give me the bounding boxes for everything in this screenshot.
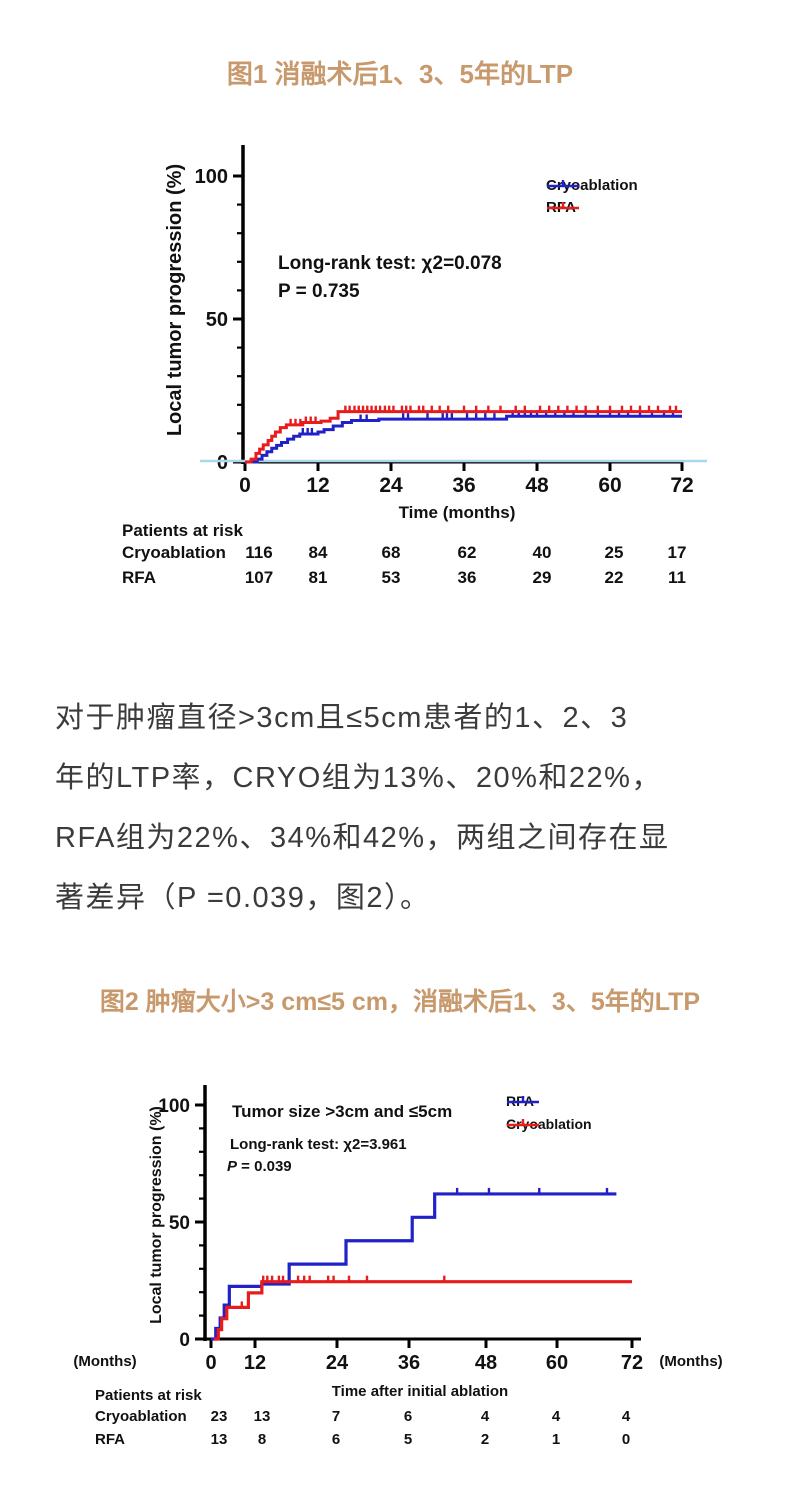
risk-value: 6 bbox=[331, 1431, 341, 1448]
svg-text:12: 12 bbox=[244, 1352, 266, 1374]
svg-text:0: 0 bbox=[217, 452, 228, 474]
svg-text:36: 36 bbox=[452, 474, 475, 497]
risk-value: 23 bbox=[210, 1408, 228, 1425]
risk-value: 53 bbox=[381, 568, 401, 587]
risk-value: 107 bbox=[244, 568, 274, 587]
svg-text:24: 24 bbox=[326, 1352, 349, 1374]
legend-line-sample-icon bbox=[547, 180, 579, 188]
risk-value: 29 bbox=[532, 568, 552, 587]
figure2-p-value-text: P = 0.039 bbox=[227, 1158, 292, 1175]
figure1-logrank-test-text: Long-rank test: χ2=0.078 bbox=[278, 253, 502, 274]
risk-value: 13 bbox=[210, 1431, 228, 1448]
risk-row-label: Cryoablation bbox=[122, 543, 226, 562]
body-paragraph: 对于肿瘤直径>3cm且≤5cm患者的1、2、3 年的LTP率，CRYO组为13%… bbox=[55, 688, 765, 928]
svg-text:50: 50 bbox=[169, 1213, 190, 1234]
paragraph-line: 对于肿瘤直径>3cm且≤5cm患者的1、2、3 bbox=[55, 702, 629, 734]
risk-value: 4 bbox=[551, 1408, 561, 1425]
svg-text:50: 50 bbox=[206, 309, 228, 331]
risk-value: 0 bbox=[621, 1431, 631, 1448]
svg-text:72: 72 bbox=[670, 474, 693, 497]
figure2-caption: 图2 肿瘤大小>3 cm≤5 cm，消融术后1、3、5年的LTP bbox=[99, 988, 701, 1016]
legend-line-sample-icon bbox=[507, 1119, 539, 1127]
figure2-logrank-test-text: Long-rank test: χ2=3.961 bbox=[230, 1136, 407, 1153]
legend-label: Cryoablation bbox=[506, 1116, 592, 1132]
p-symbol: P bbox=[227, 1158, 238, 1175]
svg-text:0: 0 bbox=[239, 474, 251, 497]
figure2-y-axis-label: Local tumor progression (%) bbox=[148, 1106, 165, 1324]
svg-text:72: 72 bbox=[621, 1352, 643, 1374]
risk-value: 40 bbox=[532, 543, 552, 562]
svg-text:0: 0 bbox=[205, 1352, 216, 1374]
svg-text:60: 60 bbox=[598, 474, 621, 497]
svg-text:36: 36 bbox=[398, 1352, 420, 1374]
risk-value: 81 bbox=[308, 568, 328, 587]
figure1-x-axis-label: Time (months) bbox=[398, 503, 516, 522]
risk-value: 5 bbox=[403, 1431, 413, 1448]
paragraph-line: RFA组为22%、34%和42%，两组之间存在显 bbox=[55, 822, 670, 854]
risk-value: 4 bbox=[621, 1408, 631, 1425]
svg-text:48: 48 bbox=[475, 1352, 497, 1374]
figure2-inner-title: Tumor size >3cm and ≤5cm bbox=[232, 1102, 453, 1121]
svg-text:24: 24 bbox=[379, 474, 403, 497]
svg-text:60: 60 bbox=[546, 1352, 568, 1374]
figure2-km-chart: 0 50 100 0 12 24 36 48 60 72 Local tumor progress… bbox=[0, 1058, 800, 1470]
legend-item-rfa: RFA bbox=[506, 1093, 539, 1109]
legend-item-cryoablation: Cryoablation bbox=[506, 1116, 592, 1132]
figure2-months-label-right: (Months) bbox=[659, 1353, 723, 1370]
risk-value: 2 bbox=[480, 1431, 490, 1448]
paragraph-line: 年的LTP率，CRYO组为13%、20%和22%， bbox=[55, 762, 662, 794]
figure1-y-axis-label: Local tumor progression (%) bbox=[164, 163, 186, 437]
legend-item-rfa: RFA bbox=[546, 199, 579, 216]
risk-value: 8 bbox=[257, 1431, 267, 1448]
risk-row-label: Cryoablation bbox=[95, 1408, 187, 1425]
figure2-x-axis-label: Time after initial ablation bbox=[331, 1383, 509, 1400]
svg-text:12: 12 bbox=[306, 474, 329, 497]
risk-value: 25 bbox=[604, 543, 624, 562]
figure1-caption: 图1 消融术后1、3、5年的LTP bbox=[226, 59, 574, 89]
figure1-statistics-annotation: Long-rank test: χ2=0.078 P = 0.735 bbox=[278, 250, 502, 306]
legend-label: Cryoablation bbox=[546, 177, 638, 194]
risk-value: 17 bbox=[667, 543, 687, 562]
figure1-p-value-text: P = 0.735 bbox=[278, 281, 360, 302]
risk-value: 6 bbox=[403, 1408, 413, 1425]
paragraph-line: 著差异（P =0.039，图2）。 bbox=[55, 882, 431, 914]
figure1-plot-canvas: 0 50 100 0 12 24 36 48 60 72 bbox=[195, 145, 707, 497]
legend-item-cryoablation: Cryoablation bbox=[546, 177, 638, 194]
risk-value: 4 bbox=[480, 1408, 490, 1425]
risk-value: 36 bbox=[457, 568, 477, 587]
svg-text:48: 48 bbox=[525, 474, 549, 497]
risk-value: 116 bbox=[245, 543, 273, 562]
risk-value: 11 bbox=[668, 568, 686, 587]
risk-value: 62 bbox=[457, 543, 477, 562]
risk-row-label: RFA bbox=[122, 568, 156, 587]
patients-at-risk-header: Patients at risk bbox=[122, 521, 243, 540]
risk-value: 84 bbox=[308, 543, 328, 562]
risk-value: 7 bbox=[331, 1408, 341, 1425]
patients-at-risk-header: Patients at risk bbox=[95, 1387, 202, 1404]
risk-value: 68 bbox=[381, 543, 401, 562]
svg-text:100: 100 bbox=[158, 1096, 190, 1117]
figure2-months-label-left: (Months) bbox=[73, 1353, 137, 1370]
svg-text:0: 0 bbox=[179, 1330, 190, 1351]
figure1-km-chart: 0 50 100 0 12 24 36 48 60 72 Local tumor progress… bbox=[0, 108, 800, 608]
risk-value: 1 bbox=[551, 1431, 561, 1448]
risk-row-label: RFA bbox=[95, 1431, 125, 1448]
risk-value: 13 bbox=[253, 1408, 271, 1425]
legend-line-sample-icon bbox=[507, 1096, 539, 1104]
p-value: = 0.039 bbox=[237, 1158, 292, 1175]
figure2-plot-canvas: 0 50 100 0 12 24 36 48 60 72 bbox=[158, 1085, 643, 1374]
svg-text:100: 100 bbox=[195, 166, 228, 188]
legend-line-sample-icon bbox=[547, 202, 579, 210]
risk-value: 22 bbox=[604, 568, 624, 587]
